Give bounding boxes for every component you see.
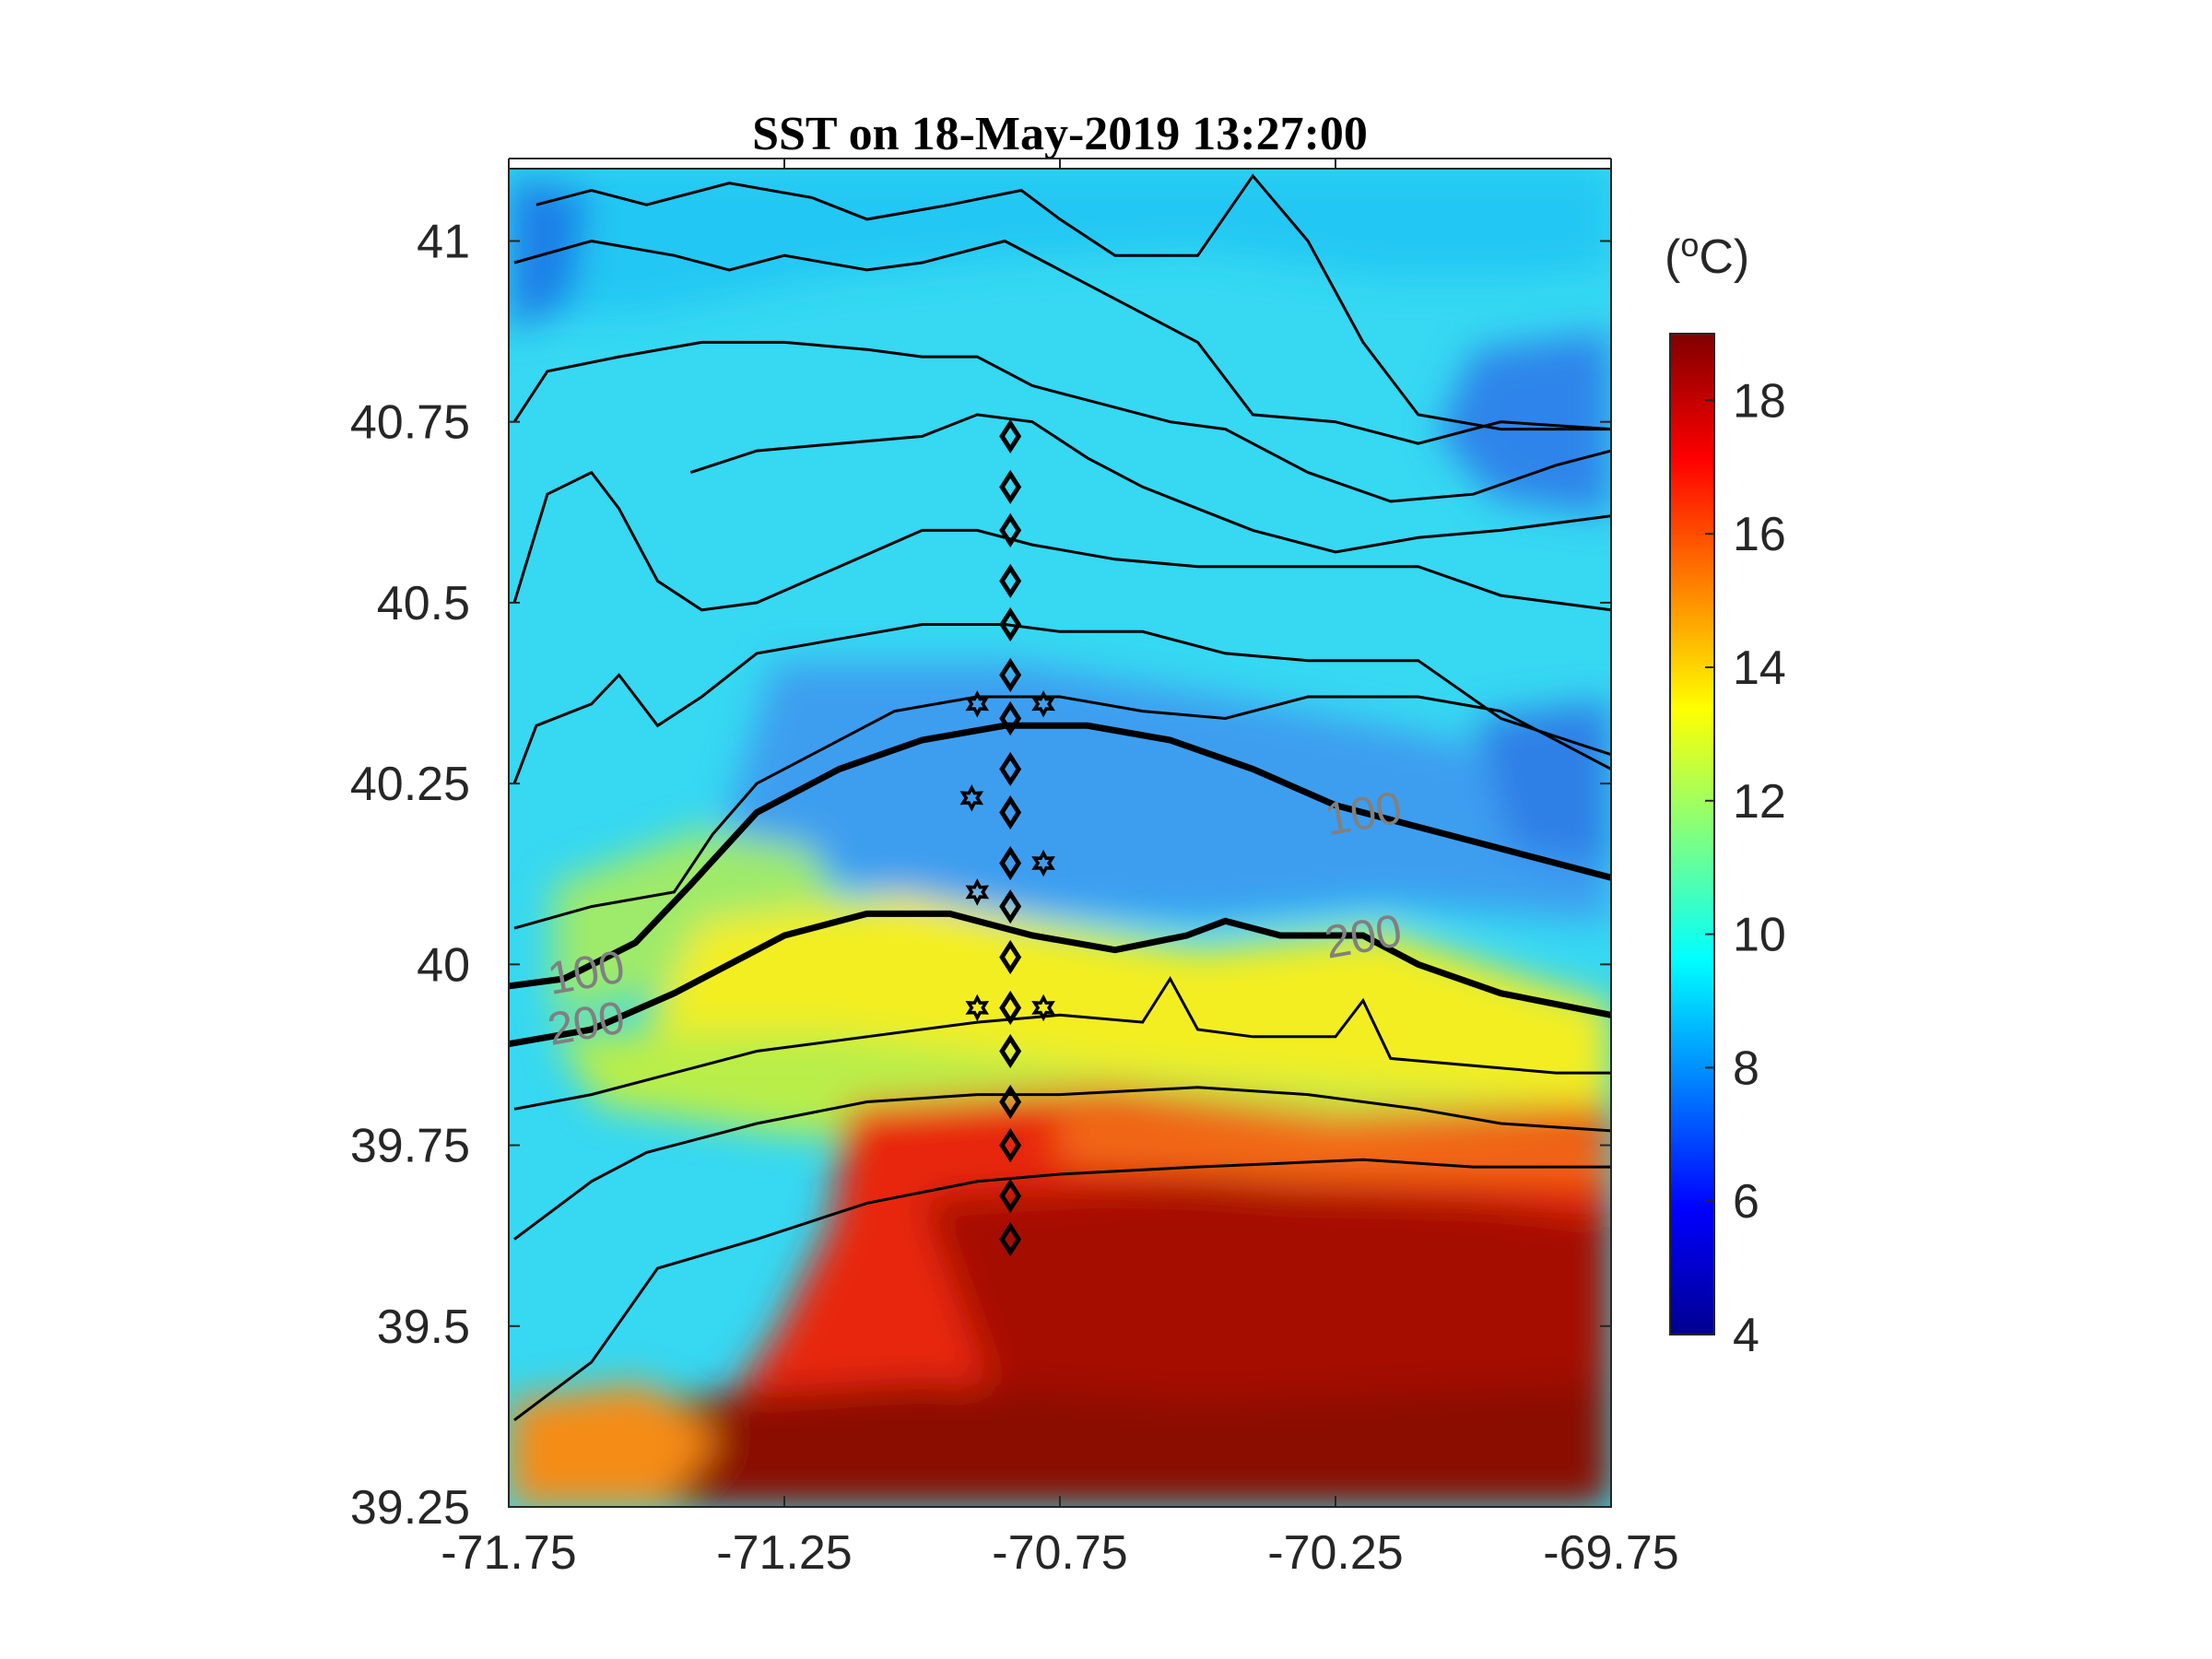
station-diamond [999,469,1022,504]
colorbar-tick-label: 12 [1733,775,1786,829]
station-diamond [999,700,1022,736]
mooring-stations [959,689,1055,1022]
mooring-star [965,689,990,718]
isobath-contours [512,173,1611,1421]
station-diamond [999,990,1022,1026]
isobath-line [535,173,1611,431]
isobath-line [513,976,1611,1111]
colorbar-ticks: 4 6 8 10 12 14 16 18 [1705,374,1786,1362]
x-tick-label: -71.75 [441,1526,576,1580]
isobath-line [513,239,1611,445]
colorbar [1669,333,1715,1335]
isobath-line [512,623,1611,784]
isobath-line [512,340,1611,503]
station-diamond [999,1033,1022,1069]
station-diamond [999,794,1022,830]
mooring-star [959,783,984,812]
mooring-star [965,994,990,1022]
colorbar-tick-label: 16 [1733,508,1786,561]
station-diamond [999,563,1022,598]
isobath-line [513,1086,1611,1241]
station-diamond [999,1127,1022,1163]
x-tick-label: -70.25 [1267,1526,1403,1580]
x-tick-label: -69.75 [1543,1526,1678,1580]
y-tick-label: 40.5 [377,577,470,630]
colorbar-tick-label: 10 [1733,909,1786,962]
isobath-line [513,1158,1611,1421]
colorbar-tick-label: 18 [1733,374,1786,428]
mooring-star [1031,689,1055,718]
x-axis-ticks: -71.75 -71.25 -70.75 -70.25 -69.75 [441,159,1679,1580]
transect-stations [999,418,1022,1257]
station-diamond [999,1178,1022,1214]
station-diamond [999,606,1022,642]
y-axis-ticks: 39.25 39.5 39.75 40 40.25 40.5 40.75 41 [350,215,1611,1535]
station-diamond [999,845,1022,881]
station-diamond [999,888,1022,924]
mooring-star [965,878,990,906]
station-diamond [999,418,1022,454]
isobath-line [689,413,1611,554]
x-tick-label: -71.25 [716,1526,852,1580]
y-tick-label: 40.75 [350,396,470,450]
colorbar-tick-label: 8 [1733,1041,1759,1095]
station-diamond [999,1221,1022,1257]
colorbar-unit-label: (oC) [1665,226,1749,284]
x-tick-label: -70.75 [992,1526,1127,1580]
station-diamond [999,657,1022,693]
y-tick-label: 39.75 [350,1120,470,1173]
station-diamond [999,512,1022,548]
y-tick-label: 41 [417,215,470,268]
y-tick-label: 39.5 [377,1300,470,1354]
colorbar-tick-label: 6 [1733,1175,1759,1229]
colorbar-tick-label: 4 [1733,1309,1759,1362]
y-tick-label: 40.25 [350,758,470,811]
mooring-star [1031,994,1055,1022]
colorbar-tick-label: 14 [1733,641,1786,695]
mooring-star [1031,849,1055,877]
y-tick-label: 40 [417,938,470,992]
station-diamond [999,751,1022,787]
station-diamond [999,1084,1022,1120]
station-diamond [999,939,1022,975]
isobath-line [512,470,1611,612]
sst-heatmap [509,169,1611,1507]
isobath-200m [509,910,1611,1048]
chart-title: SST on 18-May-2019 13:27:00 [752,108,1368,160]
y-tick-label: 39.25 [350,1481,470,1535]
